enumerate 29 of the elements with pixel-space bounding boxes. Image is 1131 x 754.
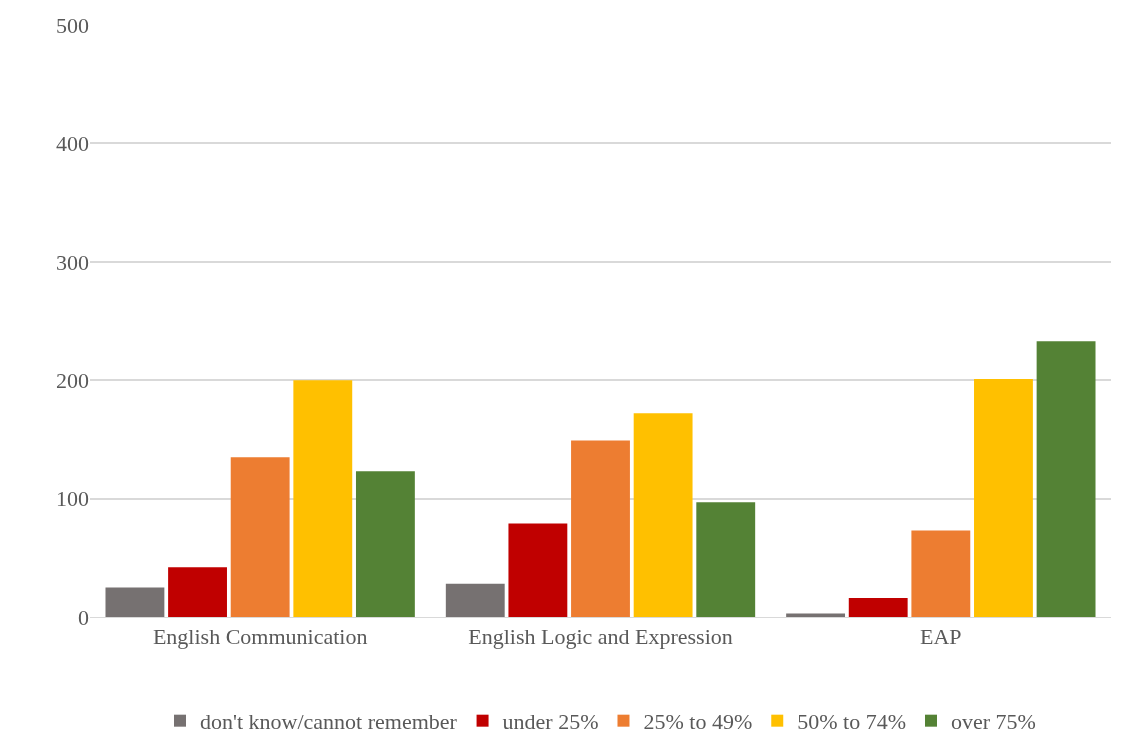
bar [1036, 341, 1096, 617]
bar [168, 567, 227, 617]
y-tick-label: 0 [78, 604, 89, 630]
legend-label: 25% to 49% [643, 709, 753, 735]
y-tick-label: 200 [56, 367, 89, 393]
legend-label: under 25% [502, 709, 599, 735]
bar [911, 530, 971, 617]
bar [696, 502, 756, 617]
bar [293, 380, 353, 617]
y-tick-label: 100 [56, 486, 89, 512]
bar [786, 613, 846, 617]
bar [974, 379, 1033, 617]
bar [508, 523, 568, 617]
legend-label: don't know/cannot remember [200, 709, 458, 735]
x-tick-label: English Logic and Expression [468, 624, 733, 650]
legend-label: 50% to 74% [797, 709, 907, 735]
y-tick-label: 500 [56, 12, 89, 38]
legend-label: over 75% [951, 709, 1036, 735]
x-tick-label: EAP [920, 624, 962, 650]
bar [571, 440, 630, 617]
bar [848, 598, 908, 617]
x-tick-label: English Communication [152, 624, 368, 650]
bar [445, 583, 505, 617]
bar [105, 587, 165, 617]
bar [633, 413, 693, 617]
bar [355, 471, 415, 617]
bar [230, 457, 290, 617]
y-tick-label: 300 [56, 249, 89, 275]
y-tick-label: 400 [56, 131, 89, 157]
